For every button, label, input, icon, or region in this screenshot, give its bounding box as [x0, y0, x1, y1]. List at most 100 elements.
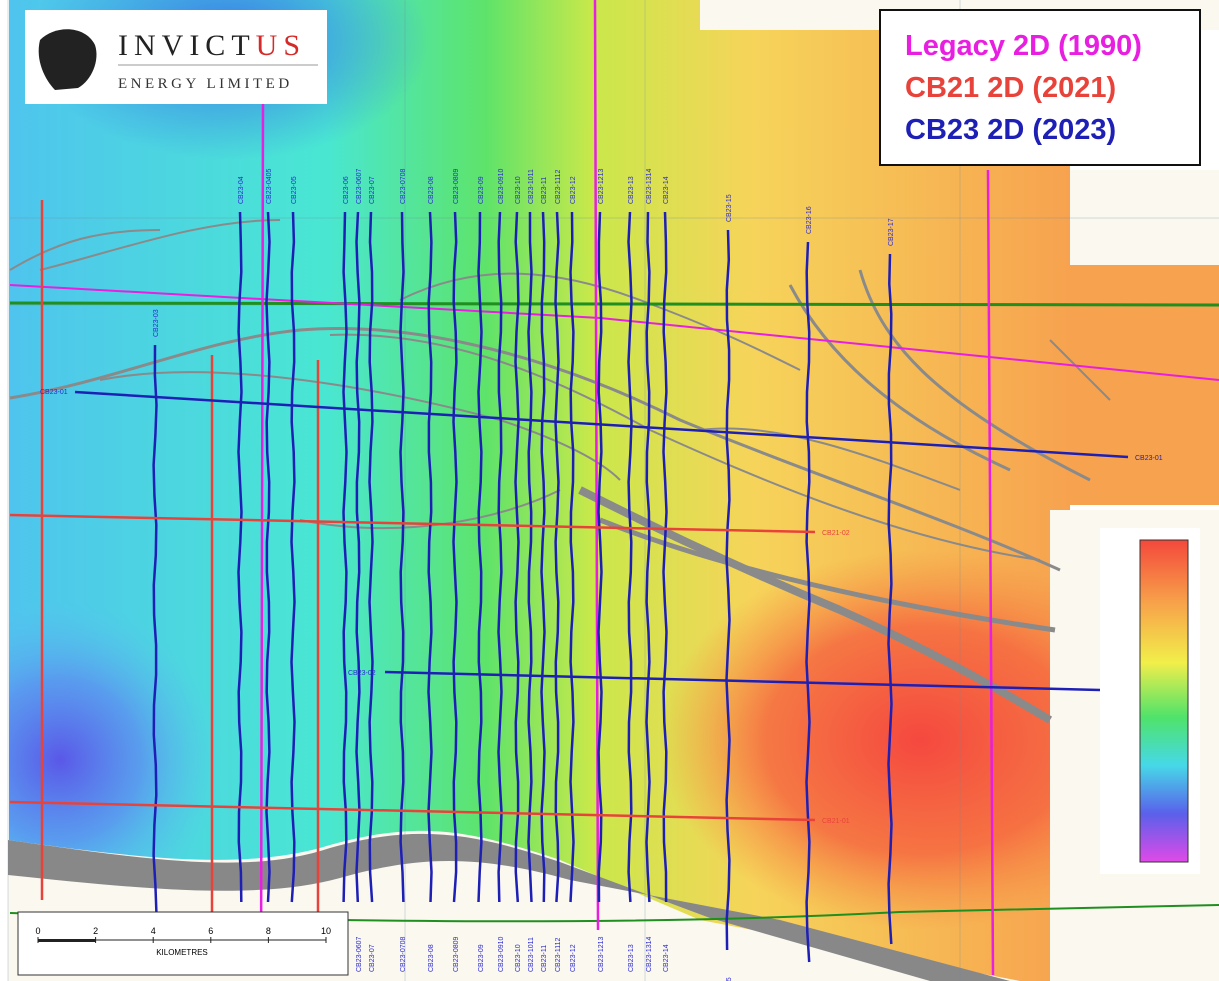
logo-subtitle: ENERGY LIMITED — [118, 76, 293, 92]
line-label: CB23-11 — [541, 945, 548, 972]
line-label: CB23-17 — [888, 218, 895, 246]
line-label: CB23-12 — [570, 176, 577, 204]
line-label: CB23-04 — [238, 176, 245, 204]
cb23-line — [887, 253, 893, 945]
cb23-line — [477, 211, 483, 903]
scale-bar: 0 2 4 6 8 10 KILOMETRES — [17, 911, 349, 976]
line-label: CB23-13 — [628, 944, 635, 972]
line-label: CB23-10 — [515, 176, 522, 204]
scale-unit: KILOMETRES — [156, 948, 208, 957]
line-label: CB23-0809 — [453, 936, 460, 972]
line-label: CB23-01 — [40, 389, 68, 396]
line-label: CB23-08 — [428, 944, 435, 972]
cb23-line — [368, 211, 374, 903]
cb23-line — [554, 211, 560, 903]
logo-name: INVICTUS — [118, 29, 306, 62]
line-label: CB23-11 — [541, 177, 548, 204]
cb23-line — [399, 211, 405, 903]
line-label: CB23-09 — [478, 176, 485, 204]
line-label: CB23-14 — [663, 944, 670, 972]
cb23-line — [452, 211, 458, 903]
scale-segment — [38, 939, 96, 942]
line-label: CB23-12 — [570, 944, 577, 972]
line-label: CB23-14 — [663, 176, 670, 204]
line-label: CB23-1112 — [555, 938, 562, 972]
line-label: CB23-15 — [726, 194, 733, 222]
scale-label: 6 — [208, 926, 213, 936]
horizontal-line — [9, 800, 816, 822]
cb23-line — [152, 344, 158, 916]
legend-box — [879, 9, 1201, 166]
horizontal-line — [384, 670, 1101, 692]
cb23-line — [540, 211, 546, 903]
legacy-line — [259, 99, 265, 976]
survey-lines — [7, 0, 1219, 981]
cb23-line — [290, 211, 296, 903]
line-label: CB23-13 — [628, 176, 635, 204]
line-label: CB23-1011 — [528, 169, 535, 204]
colorbar-ramp — [1139, 539, 1189, 863]
logo-name-accent: US — [256, 29, 306, 62]
line-label: CB23-0910 — [498, 168, 505, 204]
line-label: CB23-1314 — [646, 168, 653, 204]
line-label: CB21-01 — [822, 818, 850, 825]
cb23-line — [427, 211, 433, 903]
cb23-line — [725, 229, 731, 951]
legacy-line — [593, 0, 600, 931]
scale-label: 8 — [266, 926, 271, 936]
legend-entry: Legacy 2D (1990) — [905, 30, 1142, 62]
logo: INVICTUS ENERGY LIMITED — [25, 10, 327, 104]
scale-label: 10 — [321, 926, 331, 936]
line-label: CB23-01 — [1135, 455, 1163, 462]
legend: Legacy 2D (1990) CB21 2D (2021) CB23 2D (2… — [879, 9, 1201, 166]
line-labels: CB23-03 CB23-04 CB23-0405 CB23-05 CB23-06 CB2… — [40, 168, 1163, 981]
scale-label: 0 — [35, 926, 40, 936]
legend-entry: CB23 2D (2023) — [905, 114, 1116, 146]
cb23-line — [645, 211, 651, 903]
line-label: CB23-02 — [348, 670, 376, 677]
line-label: CB23-03 — [153, 309, 160, 337]
line-label: CB23-0405 — [266, 168, 273, 204]
line-label: CB23-0607 — [356, 936, 363, 972]
lion-icon — [38, 29, 97, 90]
line-label: CB23-07 — [369, 176, 376, 204]
line-label: CB23-1011 — [528, 937, 535, 972]
colorbar — [1100, 528, 1200, 874]
line-label: CB21-02 — [822, 530, 850, 537]
scale-label: 4 — [151, 926, 156, 936]
line-label: CB23-08 — [428, 176, 435, 204]
legend-entry: CB21 2D (2021) — [905, 72, 1116, 104]
cb23-line — [662, 211, 668, 903]
cb23-line — [527, 212, 533, 903]
line-label: CB23-05 — [291, 176, 298, 204]
line-label: CB23-15 — [726, 977, 733, 981]
scale-label: 2 — [93, 926, 98, 936]
line-label: CB23-0910 — [498, 936, 505, 972]
line-label: CB23-0708 — [400, 168, 407, 204]
cb23-line — [514, 211, 520, 903]
logo-name-main: INVICT — [118, 29, 256, 62]
line-label: CB23-0809 — [453, 168, 460, 204]
cb23-line — [569, 211, 575, 903]
cb23-line — [237, 211, 243, 903]
line-label: CB23-10 — [515, 944, 522, 972]
cb23-line — [265, 211, 271, 903]
horizontal-line — [9, 513, 816, 534]
scale-box — [17, 911, 349, 976]
cb23-line — [805, 241, 811, 963]
line-label: CB23-1112 — [555, 170, 562, 204]
line-label: CB23-16 — [806, 206, 813, 234]
line-label: CB23-0607 — [356, 168, 363, 204]
cb23-line — [597, 211, 603, 903]
cb23-line — [497, 211, 503, 903]
cb23-line — [627, 211, 633, 903]
line-label: CB23-0708 — [400, 936, 407, 972]
cb23-line — [342, 211, 348, 903]
line-label: CB23-1213 — [598, 936, 605, 972]
line-label: CB23-09 — [478, 944, 485, 972]
horizontal-line — [74, 390, 1129, 459]
green-line — [9, 301, 1219, 307]
line-label: CB23-06 — [343, 176, 350, 204]
legacy-line — [986, 169, 995, 976]
